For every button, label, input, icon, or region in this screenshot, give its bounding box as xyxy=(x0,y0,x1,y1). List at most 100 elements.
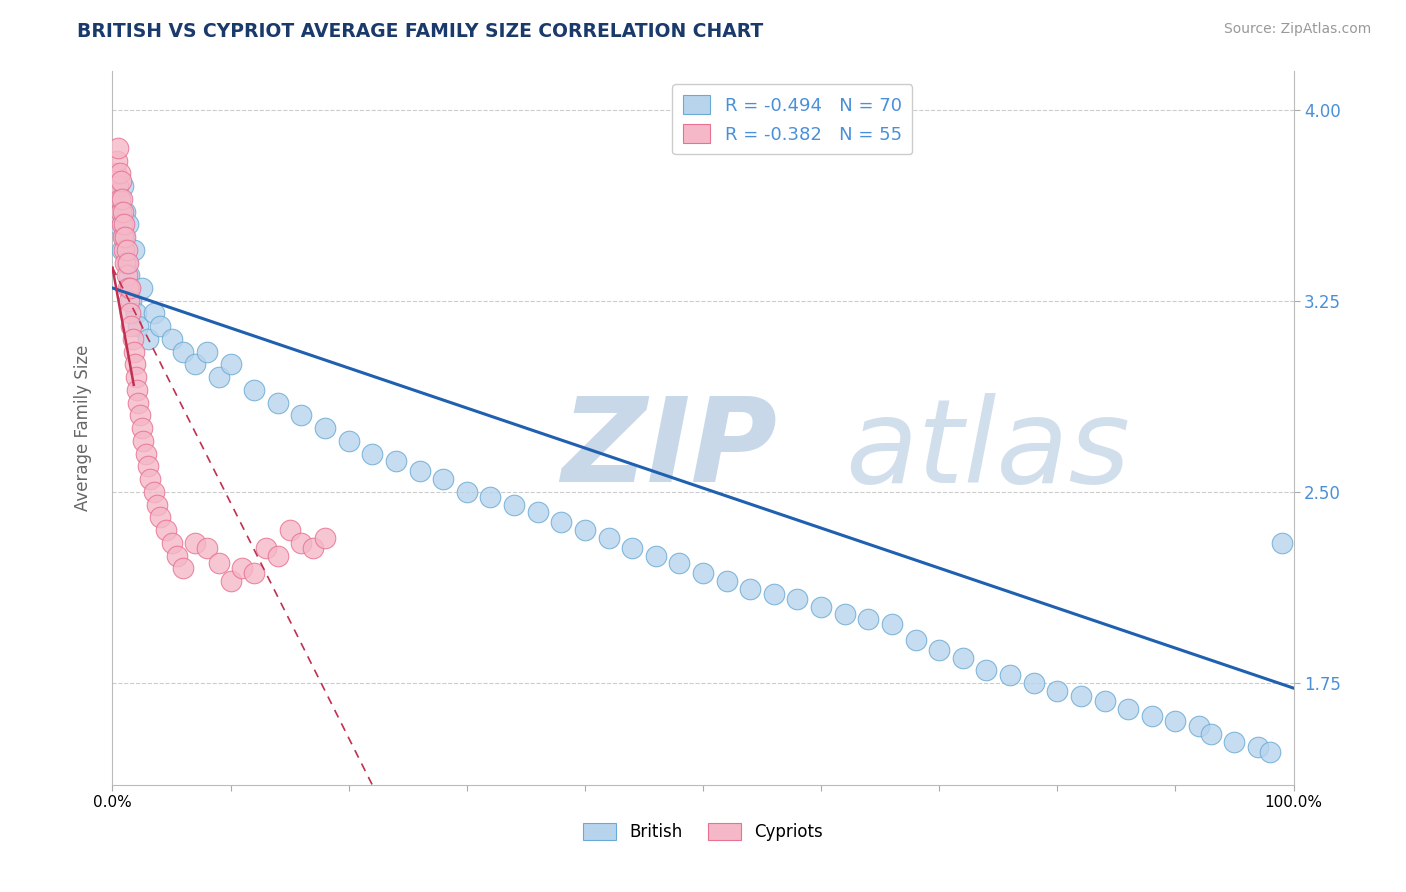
Point xyxy=(118,293,141,308)
Point xyxy=(1140,709,1163,723)
Point xyxy=(550,516,572,530)
Point xyxy=(112,243,135,257)
Point xyxy=(762,587,785,601)
Point xyxy=(361,447,384,461)
Point xyxy=(117,217,139,231)
Point xyxy=(117,255,139,269)
Point xyxy=(716,574,738,588)
Point xyxy=(479,490,502,504)
Point xyxy=(125,306,148,320)
Point xyxy=(456,484,478,499)
Point xyxy=(219,574,242,588)
Point xyxy=(146,498,169,512)
Point xyxy=(160,536,183,550)
Point xyxy=(385,454,408,468)
Point xyxy=(124,358,146,372)
Text: ZIP: ZIP xyxy=(561,392,778,507)
Point xyxy=(219,358,242,372)
Point xyxy=(136,332,159,346)
Point xyxy=(952,650,974,665)
Point xyxy=(120,319,142,334)
Point xyxy=(1164,714,1187,729)
Point xyxy=(111,217,134,231)
Point xyxy=(155,523,177,537)
Point xyxy=(131,421,153,435)
Point xyxy=(880,617,903,632)
Point xyxy=(858,612,880,626)
Point xyxy=(1247,739,1270,754)
Point xyxy=(142,306,165,320)
Point xyxy=(408,465,430,479)
Point xyxy=(254,541,277,555)
Point xyxy=(112,230,135,244)
Point xyxy=(132,434,155,448)
Point xyxy=(172,561,194,575)
Point xyxy=(278,523,301,537)
Point xyxy=(166,549,188,563)
Point xyxy=(526,505,548,519)
Point xyxy=(195,541,218,555)
Point xyxy=(107,141,129,155)
Point xyxy=(1022,676,1045,690)
Point xyxy=(208,370,231,384)
Point xyxy=(267,549,290,563)
Point xyxy=(290,409,312,423)
Text: Source: ZipAtlas.com: Source: ZipAtlas.com xyxy=(1223,22,1371,37)
Point xyxy=(121,332,143,346)
Point xyxy=(184,358,207,372)
Point xyxy=(112,230,135,244)
Point xyxy=(110,204,132,219)
Point xyxy=(692,566,714,581)
Point xyxy=(267,395,290,409)
Point xyxy=(1223,734,1246,748)
Point xyxy=(302,541,325,555)
Point xyxy=(231,561,253,575)
Point xyxy=(115,255,138,269)
Point xyxy=(786,591,808,606)
Point xyxy=(976,663,998,677)
Point xyxy=(115,268,138,283)
Point xyxy=(122,243,145,257)
Point xyxy=(644,549,666,563)
Point xyxy=(1271,536,1294,550)
Point xyxy=(574,523,596,537)
Point xyxy=(740,582,762,596)
Point xyxy=(107,217,129,231)
Point xyxy=(135,447,157,461)
Point xyxy=(122,344,145,359)
Point xyxy=(160,332,183,346)
Point xyxy=(184,536,207,550)
Point xyxy=(110,174,132,188)
Point xyxy=(108,166,131,180)
Point xyxy=(112,204,135,219)
Point xyxy=(108,192,131,206)
Point xyxy=(127,319,149,334)
Point xyxy=(115,243,138,257)
Point xyxy=(172,344,194,359)
Point xyxy=(1116,701,1139,715)
Text: atlas: atlas xyxy=(845,392,1130,507)
Point xyxy=(127,395,149,409)
Point xyxy=(120,293,142,308)
Point xyxy=(290,536,312,550)
Point xyxy=(114,204,136,219)
Point xyxy=(243,566,266,581)
Point xyxy=(142,484,165,499)
Point xyxy=(120,306,142,320)
Text: BRITISH VS CYPRIOT AVERAGE FAMILY SIZE CORRELATION CHART: BRITISH VS CYPRIOT AVERAGE FAMILY SIZE C… xyxy=(77,22,763,41)
Point xyxy=(1188,719,1211,733)
Point xyxy=(128,409,150,423)
Point xyxy=(810,599,832,614)
Point xyxy=(149,319,172,334)
Point xyxy=(127,383,149,397)
Point xyxy=(195,344,218,359)
Point xyxy=(1199,727,1222,741)
Point xyxy=(120,281,142,295)
Point xyxy=(928,643,950,657)
Point xyxy=(136,459,159,474)
Point xyxy=(139,472,162,486)
Point xyxy=(149,510,172,524)
Point xyxy=(503,498,526,512)
Point xyxy=(668,556,690,570)
Point xyxy=(314,421,336,435)
